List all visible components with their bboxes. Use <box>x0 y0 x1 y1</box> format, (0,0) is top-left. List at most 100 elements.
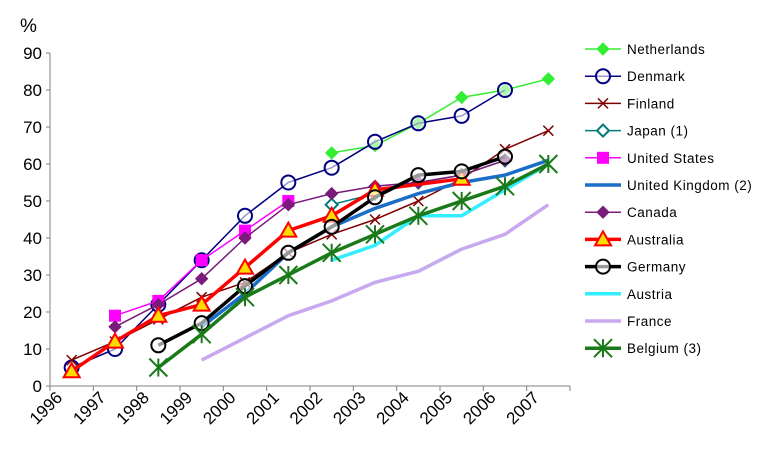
y-tick-label: 50 <box>23 192 42 211</box>
legend-label-denmark: Denmark <box>627 69 685 84</box>
legend-entry-belgium-3: Belgium (3) <box>585 338 701 358</box>
data-point-belgium-3 <box>451 191 472 211</box>
x-marker-stroke <box>369 213 381 226</box>
x-tick-label: 2001 <box>243 388 283 428</box>
series-line-united-kingdom-2 <box>200 158 549 329</box>
legend-entry-australia: Australia <box>585 229 684 247</box>
legend: Netherlands Denmark Finland Japan (1) United… <box>585 42 752 358</box>
data-point-denmark <box>497 82 513 98</box>
data-point-canada <box>324 186 339 201</box>
data-point-germany <box>497 148 513 165</box>
y-axis-label: % <box>20 16 37 37</box>
y-tick-label: 40 <box>23 229 42 248</box>
data-point-belgium-3 <box>495 176 515 196</box>
data-point-netherlands <box>324 146 339 160</box>
data-point-finland <box>412 195 424 207</box>
data-point-germany <box>410 167 427 184</box>
x-tick-label: 2003 <box>329 388 369 428</box>
data-point-denmark <box>323 159 340 176</box>
data-point-belgium-3 <box>191 324 212 344</box>
x-tick-label: 1999 <box>156 388 196 428</box>
series-belgium-3 <box>148 154 559 378</box>
data-point-australia <box>278 220 299 238</box>
data-point-australia <box>61 361 82 379</box>
legend-marker-netherlands <box>596 42 610 56</box>
legend-entry-united-states: United States <box>585 151 715 166</box>
series-france <box>200 203 550 362</box>
data-point-belgium-3 <box>278 265 299 285</box>
series-line-austria <box>331 162 550 262</box>
legend-entry-denmark: Denmark <box>585 68 685 85</box>
legend-entry-netherlands: Netherlands <box>585 42 705 57</box>
legend-label-austria: Austria <box>627 287 673 302</box>
y-tick-label: 60 <box>23 155 42 174</box>
series-layer <box>61 72 559 379</box>
legend-entry-france: France <box>585 314 672 329</box>
legend-label-japan-1: Japan (1) <box>627 124 689 139</box>
data-point-germany <box>280 244 297 261</box>
data-point-belgium-3 <box>321 243 342 263</box>
data-point-australia <box>235 257 255 275</box>
data-point-denmark <box>237 207 253 224</box>
x-marker-stroke <box>542 125 554 137</box>
data-point-canada <box>238 231 252 245</box>
series-austria <box>331 162 550 262</box>
legend-marker-finland <box>597 97 609 109</box>
data-point-germany <box>367 189 383 206</box>
x-tick-label: 2006 <box>459 388 499 428</box>
series-line-france <box>200 203 550 362</box>
data-point-denmark <box>367 133 383 150</box>
legend-label-united-states: United States <box>627 151 715 166</box>
data-point-belgium-3 <box>538 154 559 174</box>
x-marker-stroke <box>597 97 609 109</box>
legend-entry-japan-1: Japan (1) <box>585 123 689 139</box>
legend-label-germany: Germany <box>627 260 686 275</box>
series-netherlands <box>324 72 556 160</box>
y-tick-label: 90 <box>23 44 42 63</box>
y-tick-label: 80 <box>23 81 42 100</box>
x-tick-label: 2005 <box>416 388 456 428</box>
legend-label-netherlands: Netherlands <box>627 42 705 57</box>
series-line-netherlands <box>331 78 549 154</box>
data-point-belgium-3 <box>408 206 429 226</box>
data-point-canada <box>108 320 122 334</box>
data-point-finland <box>369 213 381 226</box>
series-finland <box>66 125 554 366</box>
series-united-kingdom-2 <box>200 158 549 329</box>
legend-label-france: France <box>627 314 672 329</box>
legend-entry-finland: Finland <box>585 96 674 111</box>
legend-marker-canada <box>596 205 610 219</box>
x-tick-label: 2007 <box>503 388 543 428</box>
legend-label-united-kingdom-2: United Kingdom (2) <box>627 178 752 193</box>
x-tick-label: 1997 <box>69 388 109 428</box>
series-australia <box>61 168 472 379</box>
legend-marker-belgium-3 <box>593 338 613 358</box>
x-marker-stroke <box>66 354 78 366</box>
data-point-canada <box>194 271 209 286</box>
y-tick-label: 20 <box>23 303 42 322</box>
data-point-belgium-3 <box>235 287 255 307</box>
y-tick-label: 70 <box>23 118 42 137</box>
data-point-germany <box>150 337 167 354</box>
legend-marker-denmark <box>595 68 611 85</box>
data-point-finland <box>542 125 554 137</box>
data-point-denmark <box>280 174 297 191</box>
y-tick-label: 0 <box>33 377 42 396</box>
series-line-canada <box>114 159 506 328</box>
data-point-australia <box>148 305 169 323</box>
legend-label-australia: Australia <box>627 232 684 247</box>
data-point-netherlands <box>541 72 556 86</box>
data-point-finland <box>66 354 78 366</box>
data-point-denmark <box>410 115 427 132</box>
y-tick-label: 30 <box>23 266 42 285</box>
data-point-denmark <box>453 107 470 124</box>
data-point-united-states <box>239 224 251 237</box>
data-point-germany <box>453 163 470 180</box>
legend-marker-united-states <box>597 151 609 164</box>
legend-label-canada: Canada <box>627 205 677 220</box>
data-point-australia <box>105 331 125 349</box>
x-tick-label: 2004 <box>373 388 413 428</box>
data-point-belgium-3 <box>365 224 385 245</box>
